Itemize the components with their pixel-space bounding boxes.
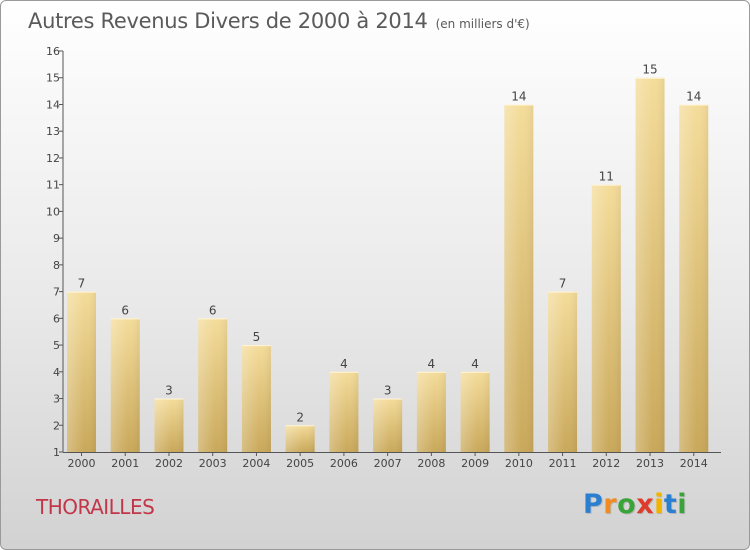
- x-tick-label: 2005: [286, 457, 314, 470]
- y-tick-label: 7: [53, 286, 60, 299]
- logo-letter: P: [583, 489, 604, 520]
- y-tick-label: 12: [46, 152, 60, 165]
- x-tick-label: 2007: [374, 457, 402, 470]
- bar-shade: [241, 345, 271, 452]
- bar-shade: [416, 371, 446, 452]
- data-label: 3: [384, 384, 392, 398]
- y-tick-label: 15: [46, 72, 60, 85]
- bar-shade: [679, 104, 709, 452]
- x-tick-label: 2011: [549, 457, 577, 470]
- bar-shade: [110, 318, 140, 452]
- logo-letter: x: [636, 489, 655, 520]
- y-tick-label: 6: [53, 312, 60, 325]
- labels-group: 7 2000 6 2001 3 2002 6 2003 5 2004 2 2005 4 2006 3 2007…: [46, 45, 708, 470]
- chart-subtitle: (en milliers d'€): [435, 17, 530, 31]
- y-tick-label: 1: [53, 446, 60, 459]
- logo-letter: r: [603, 489, 618, 520]
- x-tick-label: 2003: [199, 457, 227, 470]
- data-label: 4: [471, 357, 479, 371]
- y-tick-label: 3: [53, 393, 60, 406]
- bar-shade: [285, 425, 315, 452]
- data-label: 3: [165, 384, 173, 398]
- bar-shade: [635, 77, 665, 452]
- place-name: THORAILLES: [36, 495, 155, 519]
- bars-group: [67, 77, 709, 452]
- logo-letter: o: [617, 489, 637, 520]
- y-tick-label: 8: [53, 259, 60, 272]
- chart-title: Autres Revenus Divers de 2000 à 2014 (en …: [28, 9, 530, 33]
- x-tick-label: 2010: [505, 457, 533, 470]
- logo-letter: i: [677, 489, 688, 520]
- y-tick-label: 16: [46, 45, 60, 58]
- logo-letter: i: [654, 489, 664, 520]
- x-tick-label: 2013: [636, 457, 664, 470]
- data-label: 14: [686, 89, 701, 103]
- data-label: 7: [559, 277, 567, 291]
- axes-group: [59, 50, 721, 456]
- title-text: Autres Revenus Divers de 2000 à 2014: [28, 9, 428, 33]
- bar-shade: [198, 318, 228, 452]
- logo-letter: t: [663, 489, 678, 520]
- bar-shade: [460, 371, 490, 452]
- y-tick-label: 13: [46, 125, 60, 138]
- x-tick-label: 2008: [417, 457, 445, 470]
- bar-shade: [504, 104, 534, 452]
- bar-shade: [373, 398, 403, 452]
- data-label: 6: [209, 303, 217, 317]
- bar-shade: [548, 291, 578, 452]
- y-tick-label: 5: [53, 339, 60, 352]
- data-label: 2: [296, 410, 304, 424]
- data-label: 11: [599, 170, 614, 184]
- y-tick-label: 11: [46, 179, 60, 192]
- data-label: 6: [121, 303, 129, 317]
- x-tick-label: 2001: [111, 457, 139, 470]
- data-label: 14: [511, 89, 526, 103]
- x-tick-label: 2000: [68, 457, 96, 470]
- x-tick-label: 2014: [680, 457, 708, 470]
- data-label: 15: [642, 63, 657, 77]
- y-tick-label: 9: [53, 232, 60, 245]
- bar-shade: [154, 398, 184, 452]
- x-tick-label: 2006: [330, 457, 358, 470]
- data-label: 4: [340, 357, 348, 371]
- x-tick-label: 2009: [461, 457, 489, 470]
- x-tick-label: 2004: [242, 457, 270, 470]
- bar-shade: [67, 291, 96, 452]
- y-tick-label: 4: [53, 366, 60, 379]
- y-tick-label: 2: [53, 419, 60, 432]
- x-tick-label: 2012: [592, 457, 620, 470]
- y-tick-label: 14: [46, 98, 60, 111]
- data-label: 5: [253, 330, 261, 344]
- y-tick-label: 10: [46, 205, 60, 218]
- bar-shade: [329, 371, 359, 452]
- data-label: 7: [78, 277, 86, 291]
- data-label: 4: [428, 357, 436, 371]
- x-tick-label: 2002: [155, 457, 183, 470]
- proxiti-logo[interactable]: Proxiti: [583, 489, 687, 520]
- bar-shade: [591, 184, 621, 452]
